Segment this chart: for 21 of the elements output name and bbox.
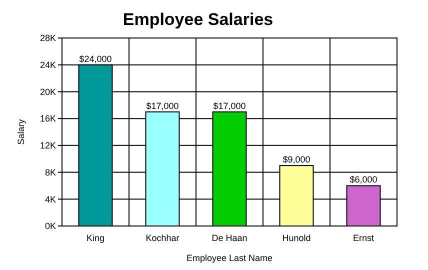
y-tick-label: 20K — [40, 86, 56, 97]
data-label: $24,000 — [79, 54, 112, 64]
x-axis-title: Employee Last Name — [186, 253, 273, 263]
y-tick-label: 4K — [44, 194, 56, 204]
y-tick-label: 24K — [40, 60, 56, 70]
data-label: $6,000 — [350, 174, 378, 185]
data-label: $17,000 — [213, 100, 246, 111]
x-tick-label: Ernst — [352, 233, 374, 243]
x-tick-label: Hunold — [282, 233, 311, 243]
y-tick-label: 8K — [44, 167, 56, 178]
y-tick-label: 0K — [44, 221, 56, 232]
x-tick-label: King — [86, 233, 105, 243]
y-tick-label: 28K — [40, 33, 56, 44]
data-label: $9,000 — [282, 154, 310, 165]
x-tick-label: De Haan — [212, 233, 248, 243]
x-tick-label: Kochhar — [146, 233, 180, 243]
chart-title: Employee Salaries — [122, 10, 274, 29]
y-tick-label: 12K — [40, 140, 56, 151]
data-label: $17,000 — [146, 100, 179, 111]
y-axis-title: Salary — [16, 118, 26, 145]
y-tick-label: 16K — [40, 114, 56, 124]
